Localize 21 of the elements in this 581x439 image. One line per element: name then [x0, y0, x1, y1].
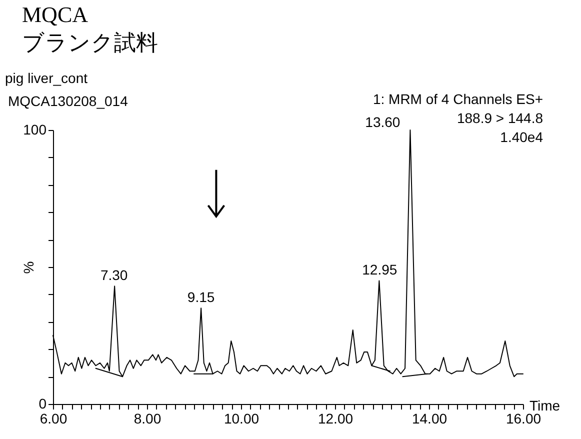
text: 188.9 > 144.8 — [456, 110, 544, 126]
annotation: 12.95 — [362, 262, 398, 278]
chart-title: MQCA — [22, 2, 88, 28]
annotation: 9.15 — [187, 289, 215, 306]
text: pig liver_cont — [5, 70, 88, 86]
text: 1: MRM of 4 Channels ES+ — [372, 91, 543, 107]
chart-subtitle: ブランク試料 — [22, 30, 158, 56]
y-tick-label: 100 — [23, 122, 47, 138]
x-axis-title: Time — [530, 398, 560, 414]
x-tick-label: 10.00 — [224, 410, 260, 426]
x-tick-label: 8.00 — [134, 410, 162, 426]
x-tick-label: 16.00 — [506, 410, 542, 426]
x-tick-label: 12.00 — [318, 410, 354, 426]
text: MQCA130208_014 — [8, 93, 128, 109]
annotation: 13.60 — [365, 114, 400, 130]
x-tick-label: 14.00 — [412, 410, 448, 426]
annotation: 1.40e4 — [500, 129, 544, 145]
annotation: 7.30 — [100, 267, 128, 284]
y-tick-label: 0 — [38, 396, 47, 412]
x-tick-label: 6.00 — [40, 410, 68, 426]
y-axis-title: % — [20, 261, 36, 274]
